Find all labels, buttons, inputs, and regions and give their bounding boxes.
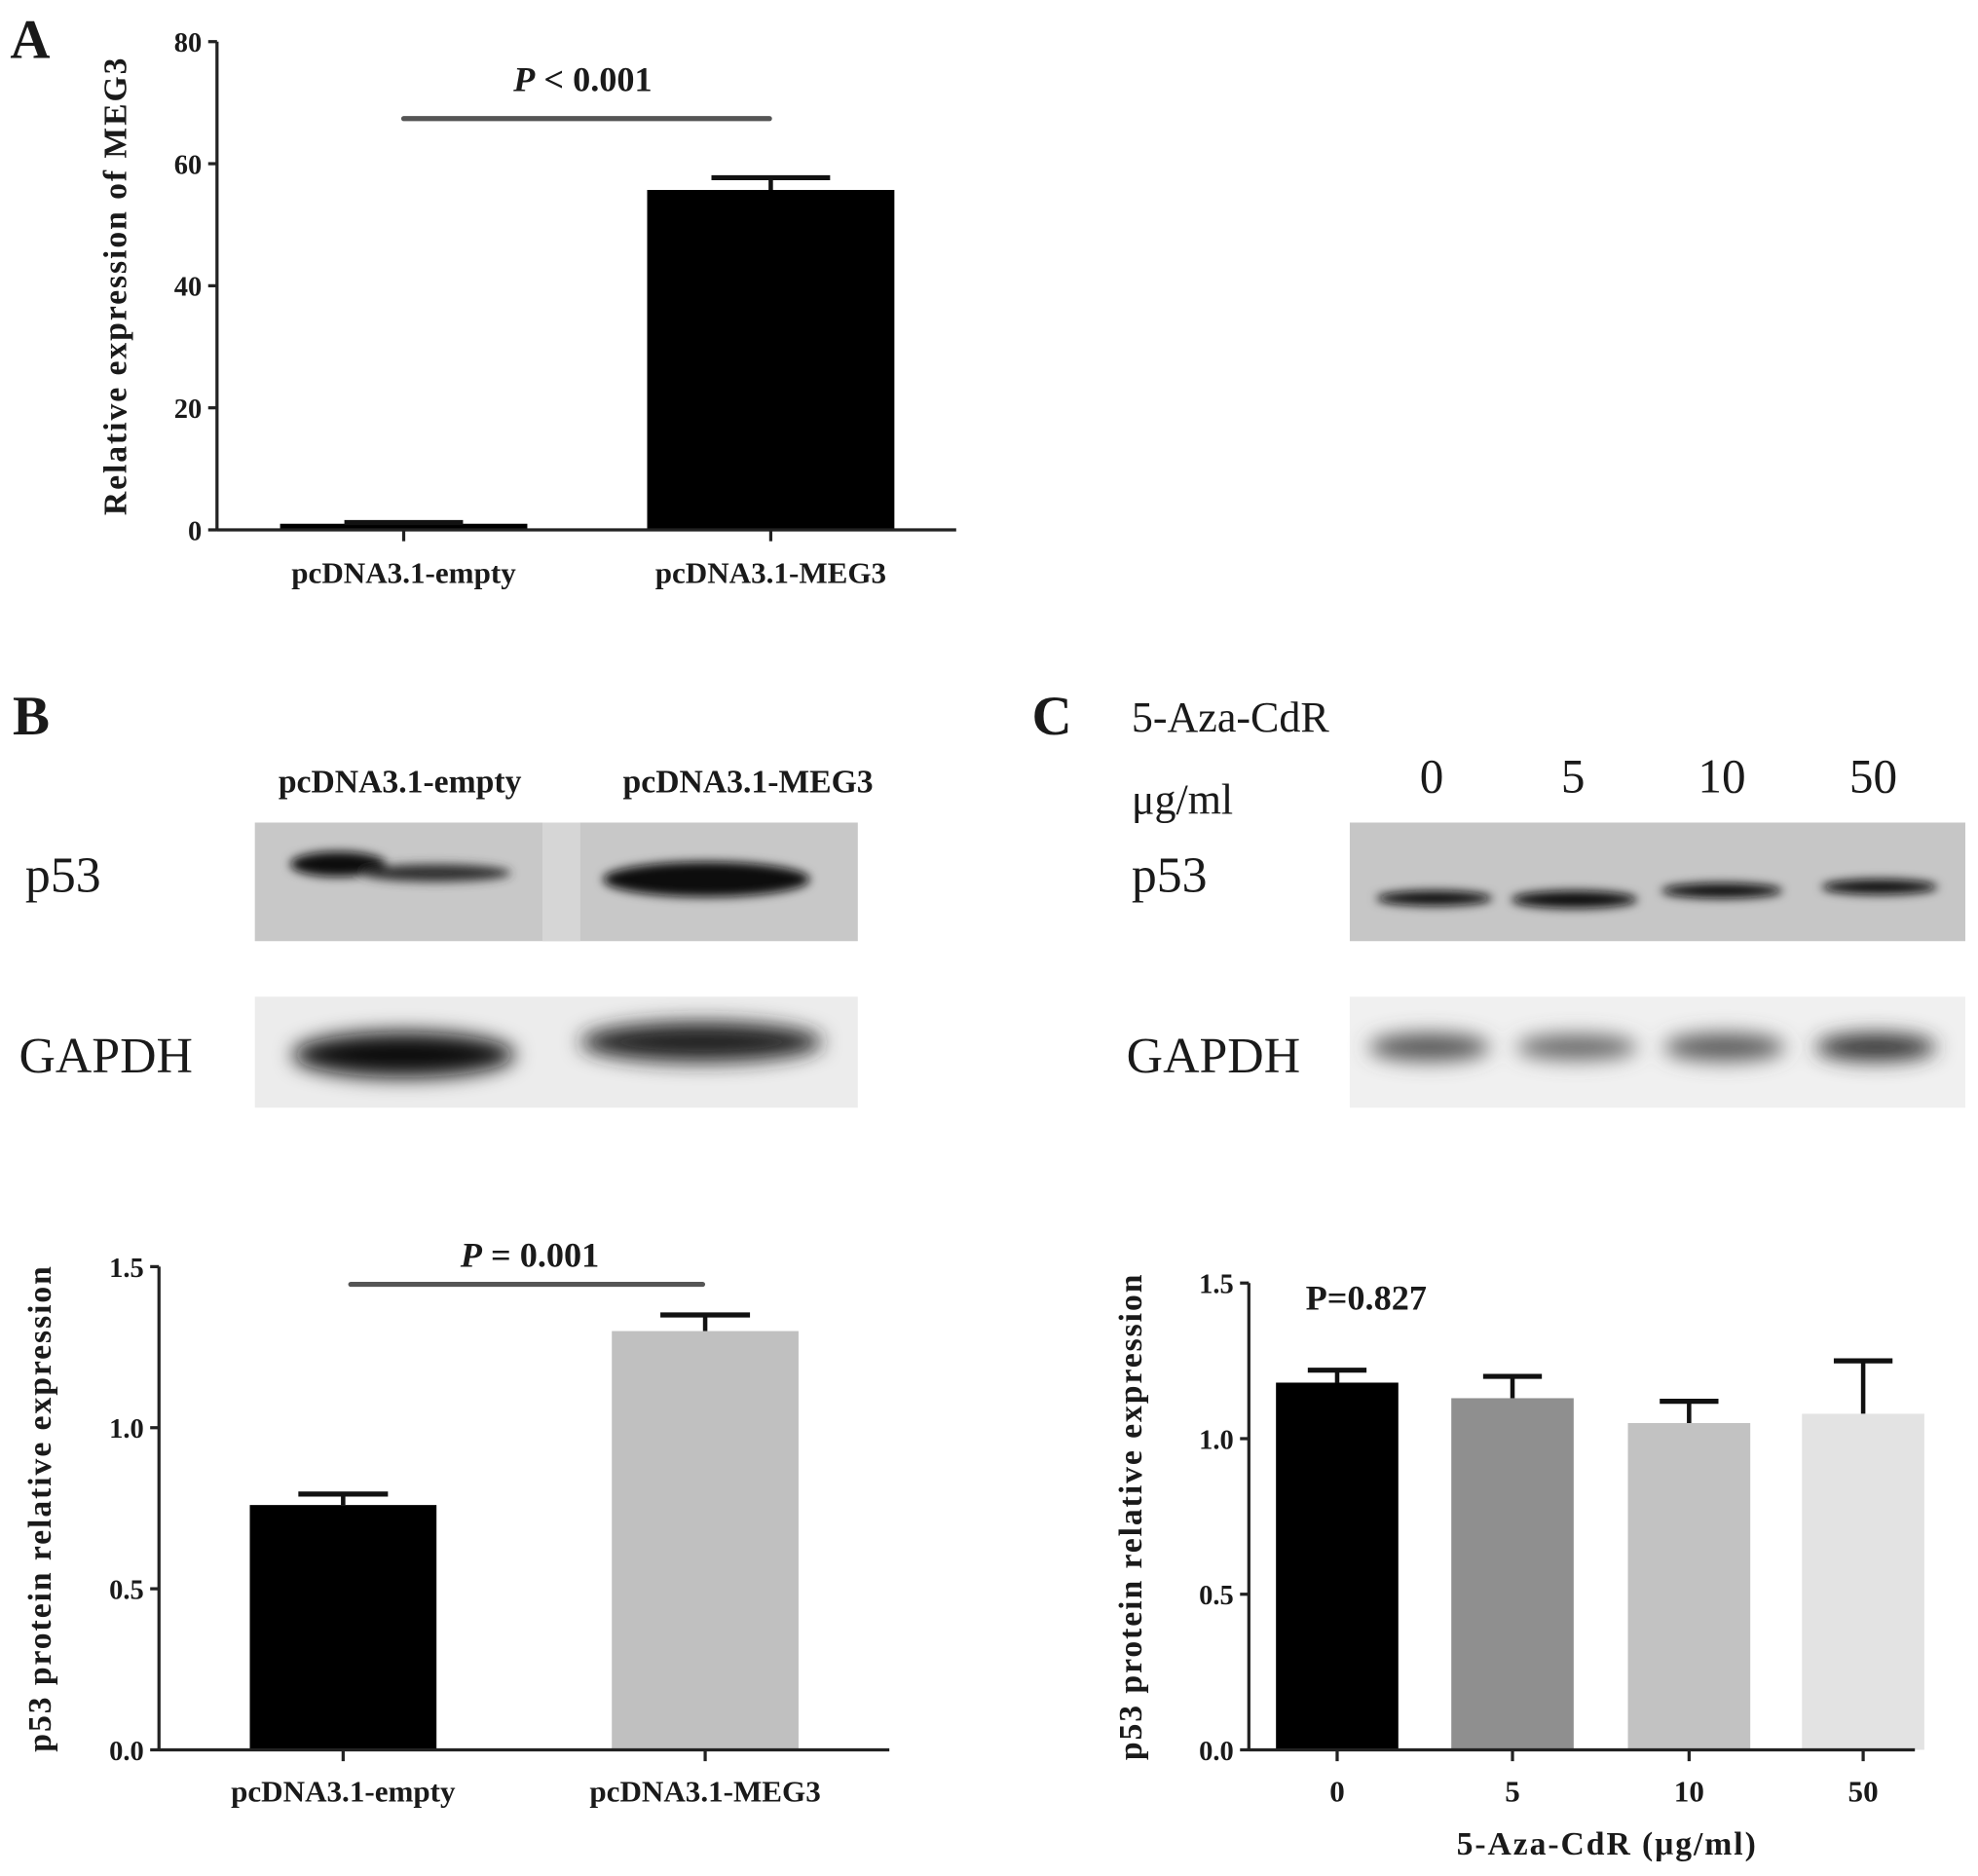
blot-c-lane-label: 50 <box>1849 749 1897 803</box>
y-tick-label: 1.5 <box>1199 1270 1234 1300</box>
p-value-annotation: P < 0.001 <box>512 59 653 98</box>
blot-c-gapdh-bands <box>1368 1032 1937 1062</box>
western-blot-b: pcDNA3.1-empty pcDNA3.1-MEG3 p53 GAPDH <box>19 764 874 1108</box>
western-blot-c: 5-Aza-CdR μg/ml 0 5 10 50 p53 GAPDH <box>1127 694 1966 1108</box>
p-value-text: = 0.001 <box>482 1235 599 1274</box>
p-symbol: P <box>460 1235 483 1274</box>
p-value-annotation: P=0.827 <box>1306 1278 1427 1317</box>
y-tick-label: 0.0 <box>1199 1737 1234 1767</box>
blot-c-p53-bands <box>1376 879 1938 909</box>
blot-c-lane-label: 0 <box>1420 749 1444 803</box>
y-axis-label: p53 protein relative expression <box>1113 1273 1149 1761</box>
x-tick-label: 50 <box>1848 1775 1879 1809</box>
x-tick-label: pcDNA3.1-MEG3 <box>655 555 886 589</box>
error-bar <box>1482 1373 1543 1399</box>
bar <box>280 523 528 530</box>
x-tick-label: 10 <box>1674 1775 1704 1809</box>
y-axis-label: p53 protein relative expression <box>22 1264 58 1752</box>
y-tick-label: 1.0 <box>1199 1425 1234 1455</box>
blot-b-row-label-gapdh: GAPDH <box>19 1029 192 1084</box>
y-tick-label: 0.0 <box>109 1737 144 1767</box>
y-tick-label: 80 <box>174 28 202 58</box>
bar-chart-b: 0.0 0.5 1.0 1.5 pcDNA3.1-empty pcDNA3.1-MEG3 p… <box>22 1235 890 1809</box>
bar <box>647 189 895 530</box>
x-tick-label: pcDNA3.1-MEG3 <box>589 1775 820 1809</box>
p-value-annotation: P = 0.001 <box>460 1235 600 1274</box>
bar <box>1802 1413 1924 1750</box>
blot-c-row-label-p53: p53 <box>1132 848 1208 904</box>
y-tick-label: 20 <box>174 394 202 425</box>
y-axis-label: Relative expression of MEG3 <box>98 56 134 516</box>
x-tick-label: pcDNA3.1-empty <box>231 1775 456 1809</box>
error-bar <box>344 519 464 526</box>
blot-c-treatment-label: 5-Aza-CdR <box>1132 694 1330 741</box>
blot-b-gapdh-bands <box>292 1022 823 1078</box>
p-value-text: P=0.827 <box>1306 1278 1427 1317</box>
x-tick-label: 0 <box>1329 1775 1345 1809</box>
y-tick-label: 60 <box>174 150 202 180</box>
bar <box>1451 1398 1574 1750</box>
bar-chart-a: 0 20 40 60 80 pcDNA3.1-empty pcDNA3.1-MEG3 Rela… <box>98 28 956 589</box>
blot-b-lane-label: pcDNA3.1-MEG3 <box>623 764 874 800</box>
blot-c-row-label-gapdh: GAPDH <box>1127 1029 1300 1084</box>
panel-label-b: B <box>13 686 50 747</box>
error-bar <box>298 1491 389 1506</box>
blot-b-row-label-p53: p53 <box>25 848 101 904</box>
error-bar <box>660 1312 751 1332</box>
bar-chart-c: 0.0 0.5 1.0 1.5 0 5 10 50 p53 protein relative e… <box>1113 1270 1924 1862</box>
error-bar <box>1307 1368 1367 1383</box>
bar <box>612 1331 799 1750</box>
x-axis-label: 5-Aza-CdR (μg/ml) <box>1457 1826 1758 1862</box>
blot-c-unit-label: μg/ml <box>1132 775 1233 823</box>
blot-c-lane-label: 5 <box>1561 749 1586 803</box>
bar <box>1276 1382 1399 1750</box>
bar <box>1627 1423 1751 1750</box>
error-bar <box>1833 1358 1893 1414</box>
y-tick-label: 1.0 <box>109 1414 144 1445</box>
panel-label-a: A <box>10 10 50 71</box>
y-tick-label: 1.5 <box>109 1254 144 1284</box>
y-tick-label: 40 <box>174 273 202 303</box>
y-tick-label: 0 <box>188 516 202 546</box>
x-tick-label: 5 <box>1505 1775 1520 1809</box>
y-tick-label: 0.5 <box>109 1575 144 1605</box>
x-tick-label: pcDNA3.1-empty <box>291 555 516 589</box>
y-tick-label: 0.5 <box>1199 1581 1234 1611</box>
p-symbol: P <box>512 59 536 98</box>
error-bar <box>711 174 831 190</box>
blot-b-lane-label: pcDNA3.1-empty <box>279 764 522 800</box>
error-bar <box>1660 1399 1719 1424</box>
blot-b-p53-bands <box>289 851 810 897</box>
p-value-text: < 0.001 <box>535 59 652 98</box>
panel-label-c: C <box>1032 686 1072 747</box>
blot-c-lane-label: 10 <box>1698 749 1745 803</box>
bar <box>249 1505 437 1750</box>
